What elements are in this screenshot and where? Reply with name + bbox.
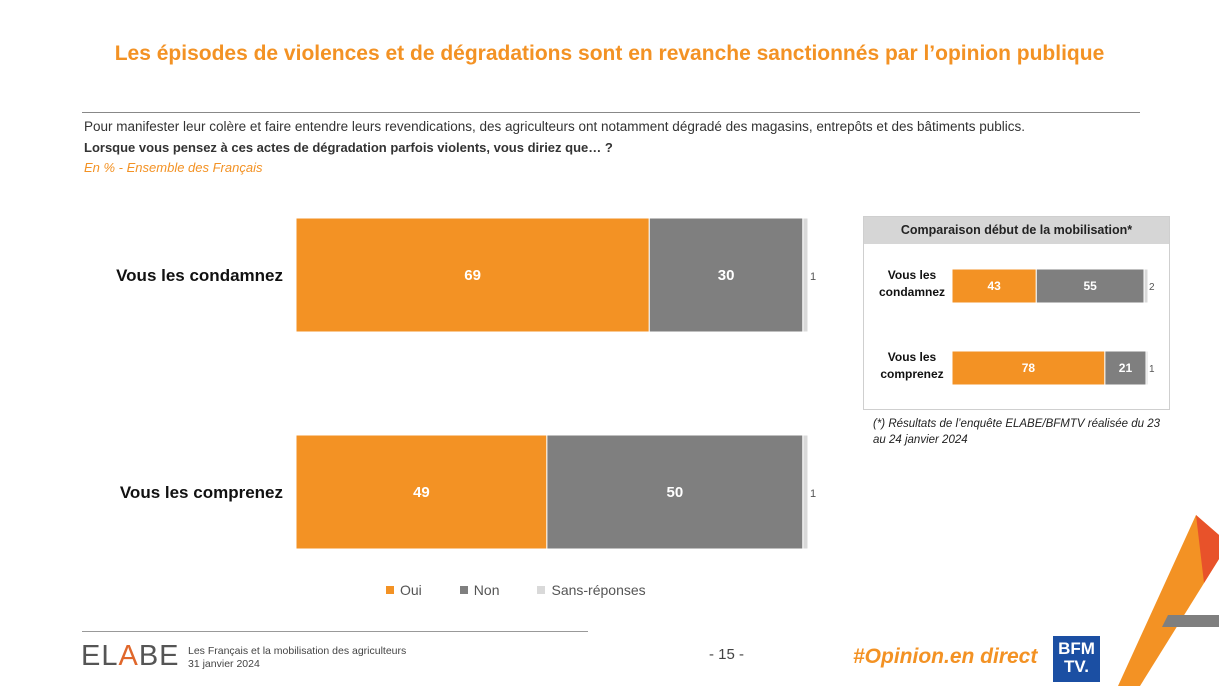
inset-data-label-sans-reponses-vous-les-comprenez: 1 (1149, 364, 1155, 375)
category-label-vous-les-condamnez: Vous les condamnez (116, 266, 283, 285)
footer-divider (82, 631, 588, 632)
header-divider (82, 112, 1140, 113)
data-label-oui-vous-les-comprenez: 49 (413, 484, 430, 501)
legend-label-sans-reponses: Sans-réponses (551, 582, 646, 598)
inset-data-label-sans-reponses-vous-les-condamnez: 2 (1149, 282, 1155, 293)
inset-data-label-non-vous-les-comprenez: 21 (1119, 361, 1133, 375)
bar-non-vous-les-comprenez (546, 434, 804, 550)
decorative-a-logo (1118, 515, 1219, 686)
elabe-logo: ELABE (81, 640, 180, 672)
hashtag-brand: #Opinion.en direct (853, 645, 1038, 668)
inset-data-label-oui-vous-les-condamnez: 43 (987, 279, 1001, 293)
footer-date: 31 janvier 2024 (188, 658, 260, 670)
category-label-vous-les-comprenez: Vous les comprenez (120, 483, 283, 502)
question-text: Lorsque vous pensez à ces actes de dégra… (84, 140, 613, 155)
inset-bar-oui-vous-les-comprenez (951, 350, 1106, 386)
bar-sans-reponses-vous-les-comprenez (802, 434, 809, 550)
bar-sans-reponses-vous-les-condamnez (802, 217, 809, 333)
data-label-oui-vous-les-condamnez: 69 (464, 267, 481, 284)
inset-bar-oui-vous-les-condamnez (951, 268, 1037, 304)
base-text: En % - Ensemble des Français (84, 160, 263, 175)
data-label-non-vous-les-condamnez: 30 (718, 267, 735, 284)
legend-item-oui: Oui (386, 582, 422, 598)
bar-non-vous-les-condamnez (648, 217, 804, 333)
inset-bar-sans-reponses-vous-les-comprenez (1145, 350, 1149, 386)
inset-data-label-oui-vous-les-comprenez: 78 (1022, 361, 1036, 375)
inset-category-label-vous-les-condamnez: Vous les condamnez (879, 268, 945, 299)
page-title: Les épisodes de violences et de dégradat… (114, 42, 1105, 65)
data-label-non-vous-les-comprenez: 50 (667, 484, 684, 501)
bar-oui-vous-les-comprenez (295, 434, 548, 550)
inset-bar-non-vous-les-condamnez (1035, 268, 1145, 304)
comparison-panel: Comparaison début de la mobilisation* (863, 216, 1170, 410)
inset-data-label-non-vous-les-condamnez: 55 (1084, 279, 1098, 293)
intro-text: Pour manifester leur colère et faire ent… (84, 119, 1026, 134)
footer-subtitle: Les Français et la mobilisation des agri… (188, 645, 407, 657)
legend-swatch-sans-reponses (537, 586, 546, 594)
inset-category-label-vous-les-comprenez: Vous les comprenez (880, 350, 943, 381)
page-number: - 15 - (709, 646, 745, 663)
legend-swatch-oui (386, 586, 394, 594)
legend-item-sans-reponses: Sans-réponses (537, 582, 646, 598)
legend-label-oui: Oui (400, 582, 422, 598)
footer-info: Les Français et la mobilisation des agri… (188, 645, 406, 671)
data-label-sans-reponses-vous-les-condamnez: 1 (810, 271, 816, 283)
comparison-title: Comparaison début de la mobilisation* (864, 217, 1169, 244)
chart-legend: Oui Non Sans-réponses (386, 582, 646, 598)
data-label-sans-reponses-vous-les-comprenez: 1 (810, 488, 816, 500)
comparison-note: (*) Résultats de l’enquête ELABE/BFMTV r… (873, 418, 1161, 446)
inset-bar-sans-reponses-vous-les-condamnez (1143, 268, 1149, 304)
inset-bar-non-vous-les-comprenez (1104, 350, 1147, 386)
legend-label-non: Non (473, 582, 500, 598)
legend-item-non: Non (459, 582, 500, 598)
bar-oui-vous-les-condamnez (295, 217, 650, 333)
bfmtv-logo: BFM TV. (1053, 636, 1100, 682)
legend-swatch-non (459, 586, 468, 594)
